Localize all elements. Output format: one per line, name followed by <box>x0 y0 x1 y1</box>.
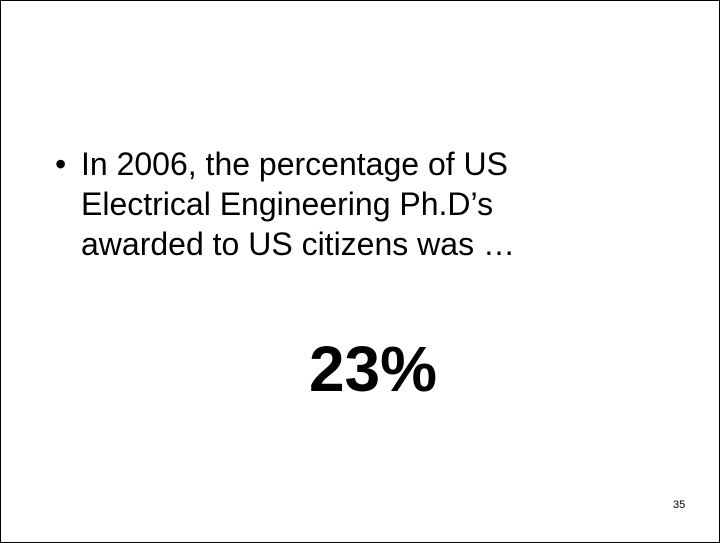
bullet-text: In 2006, the percentage of US Electrical… <box>81 144 515 264</box>
bullet-line-2: Electrical Engineering Ph.D’s <box>81 186 494 222</box>
bullet-line-3: awarded to US citizens was … <box>81 226 515 262</box>
bullet-icon: • <box>55 146 67 182</box>
bullet-line-1: In 2006, the percentage of US <box>81 146 508 182</box>
slide-number: 35 <box>673 499 686 511</box>
answer-percentage: 23% <box>308 333 438 405</box>
bullet-point: • In 2006, the percentage of US Electric… <box>55 144 615 264</box>
